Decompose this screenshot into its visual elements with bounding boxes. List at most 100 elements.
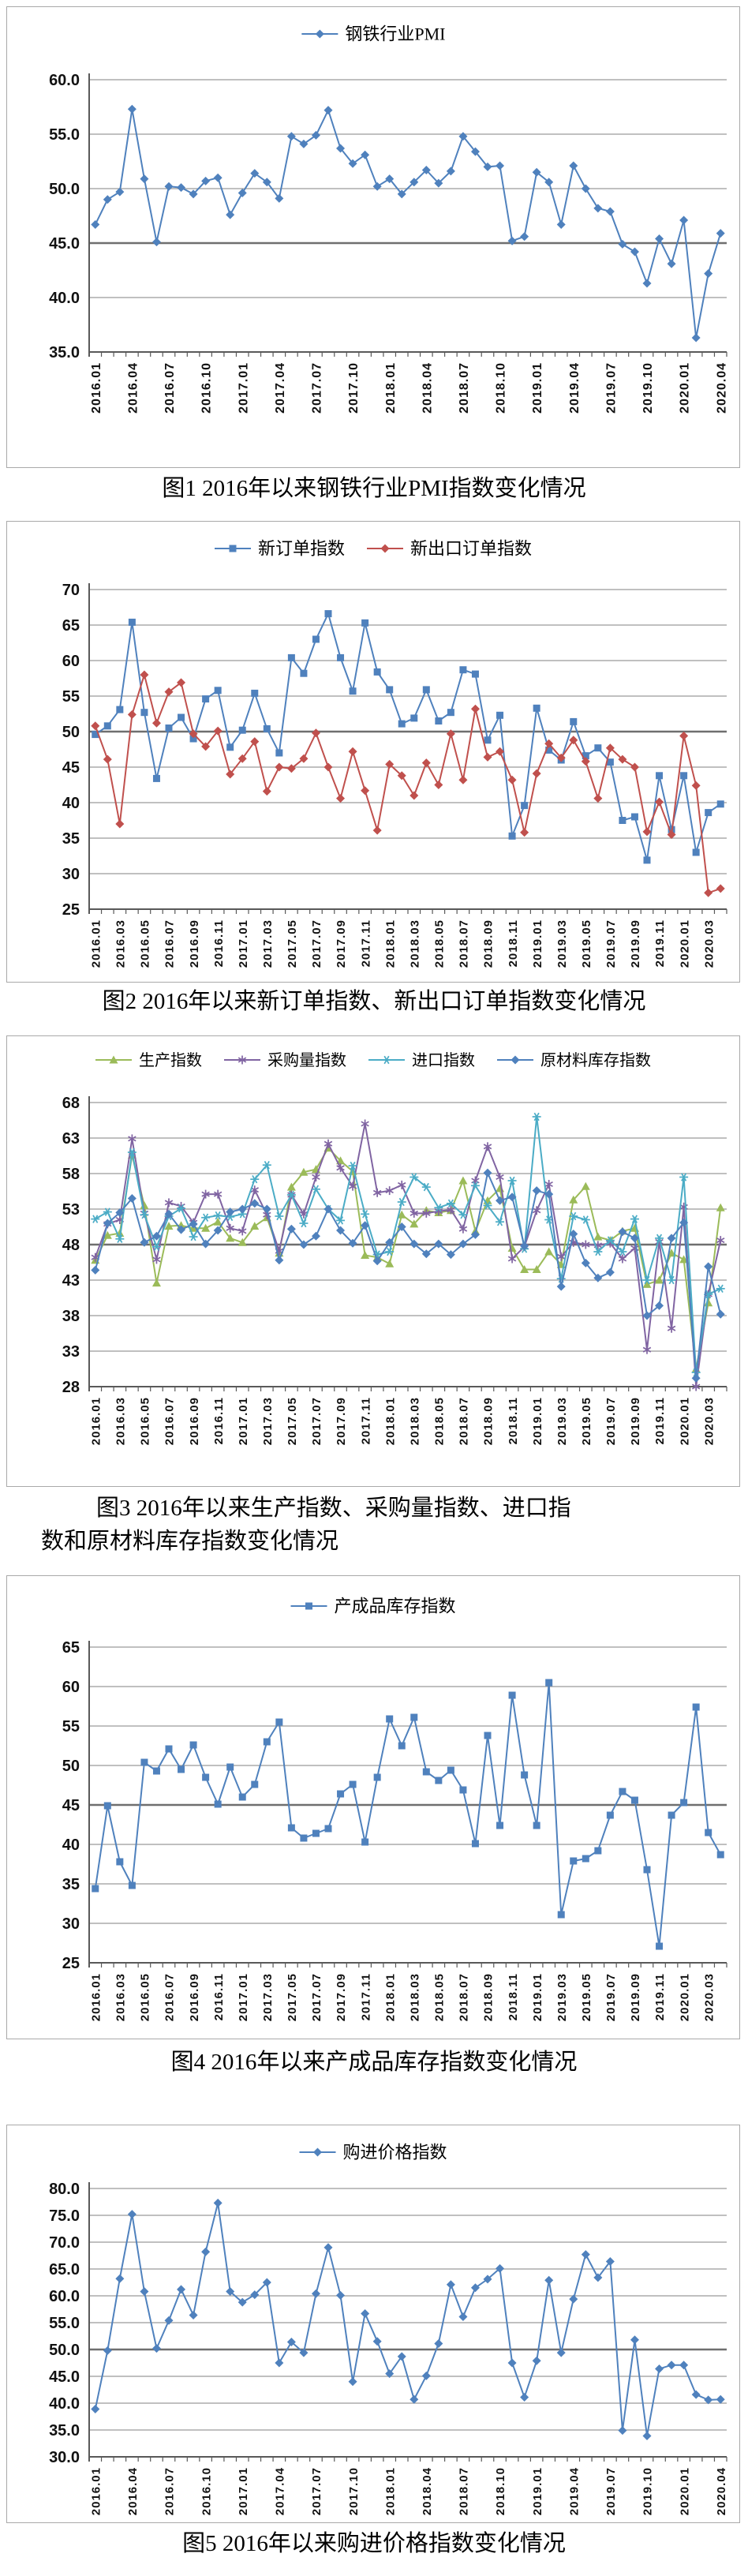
diamond-marker-icon	[544, 2275, 554, 2285]
square-marker-icon	[533, 1822, 540, 1829]
y-axis-tick-label: 30	[62, 1915, 80, 1933]
chart-5-price-box: 30.0 35.0 40.0 45.0 50.0 55.0 60.0 65.0 70.0 75.0…	[6, 2125, 740, 2523]
diamond-marker-icon	[189, 729, 198, 739]
diamond-marker-icon	[679, 215, 689, 225]
diamond-marker-icon	[385, 759, 395, 769]
snowflake-marker-icon	[213, 1211, 223, 1220]
diamond-marker-icon	[446, 167, 455, 176]
square-marker-icon	[275, 749, 283, 757]
triangle-marker-icon	[655, 1275, 664, 1284]
x-axis-tick-label: 2017.04	[274, 362, 287, 414]
x-axis-tick-label: 2016.01	[89, 1397, 103, 1445]
diamond-marker-icon	[716, 884, 725, 893]
legend-entry-原材料库存指数: 原材料库存指数	[497, 1051, 651, 1069]
x-axis-tick-label: 2018.10	[494, 2467, 507, 2515]
asterisk-marker-icon	[642, 1345, 652, 1354]
triangle-marker-icon	[299, 1167, 309, 1176]
square-marker-icon	[361, 619, 369, 627]
x-axis-tick-label: 2019.04	[568, 362, 582, 414]
diamond-marker-icon	[372, 2337, 382, 2346]
square-marker-icon	[178, 713, 185, 721]
diamond-marker-icon	[520, 1241, 529, 1251]
chart-3-caption-line-2: 数和原材料库存指数变化情况	[41, 1529, 339, 1554]
diamond-marker-icon	[226, 1208, 235, 1217]
x-axis-tick-label: 2017.10	[347, 362, 361, 414]
diamond-marker-icon	[667, 830, 676, 839]
square-marker-icon	[361, 1838, 369, 1846]
y-axis-labels: 25 30 35 40 45 50 55 60 65 70	[62, 582, 80, 919]
square-marker-icon	[165, 1745, 173, 1753]
diamond-marker-icon	[250, 2290, 260, 2300]
diamond-marker-icon	[385, 2369, 395, 2379]
y-axis-tick-label: 70	[62, 582, 80, 599]
diamond-marker-icon	[115, 2274, 125, 2283]
square-marker-icon	[680, 772, 688, 780]
legend: 产成品库存指数	[290, 1597, 456, 1616]
square-marker-icon	[214, 1800, 222, 1808]
y-axis-tick-label: 60.0	[49, 72, 80, 89]
x-axis-tick-label: 2016.09	[188, 1397, 201, 1445]
x-axis-tick-label: 2018.09	[482, 919, 496, 968]
y-axis-tick-label: 65.0	[49, 2261, 80, 2278]
x-axis-tick-label: 2017.01	[237, 1397, 250, 1445]
diamond-marker-icon	[667, 2361, 676, 2370]
x-axis-tick-label: 2019.09	[629, 919, 642, 968]
square-marker-icon	[386, 686, 394, 694]
triangle-marker-icon	[642, 1279, 652, 1288]
triangle-marker-icon	[286, 1182, 296, 1191]
diamond-marker-icon	[496, 1196, 505, 1205]
diamond-marker-icon	[655, 1301, 664, 1310]
diamond-marker-icon	[348, 159, 357, 168]
x-axis-tick-label: 2018.07	[458, 919, 471, 968]
x-axis-tick-label: 2016.03	[114, 919, 128, 968]
legend-label: 进口指数	[412, 1051, 475, 1069]
diamond-marker-icon	[237, 189, 247, 198]
x-axis-tick-label: 2017.04	[274, 2467, 287, 2515]
triangle-marker-icon	[109, 1055, 118, 1064]
diamond-marker-icon	[397, 1222, 406, 1231]
diamond-marker-icon	[458, 1239, 468, 1249]
diamond-marker-icon	[511, 1055, 520, 1065]
snowflake-marker-icon	[446, 1199, 455, 1208]
square-marker-icon	[251, 689, 259, 697]
diamond-marker-icon	[336, 794, 346, 803]
snowflake-marker-icon	[250, 1174, 260, 1184]
chart-1-steel-pmi-box: 35.0 40.0 45.0 50.0 55.0 60.0 2016.01 2016.04 20…	[6, 6, 740, 468]
legend-label: 钢铁行业PMI	[345, 24, 445, 44]
legend-entry-进口指数: 进口指数	[368, 1051, 475, 1069]
snowflake-marker-icon	[348, 1161, 357, 1170]
x-axis-tick-label: 2016.07	[163, 1973, 177, 2021]
snowflake-marker-icon	[177, 1204, 186, 1213]
x-axis-tick-label: 2020.01	[678, 1397, 691, 1445]
square-marker-icon	[630, 1796, 638, 1804]
x-axis-tick-label: 2017.05	[286, 919, 299, 968]
diamond-marker-icon	[569, 736, 578, 745]
x-axis-tick-label: 2017.11	[359, 1973, 372, 2020]
square-marker-icon	[189, 1741, 197, 1749]
diamond-marker-icon	[397, 771, 406, 781]
diamond-marker-icon	[532, 2356, 541, 2365]
square-marker-icon	[422, 1768, 430, 1776]
diamond-marker-icon	[520, 2393, 529, 2402]
snowflake-marker-icon	[286, 1190, 296, 1200]
diamond-marker-icon	[324, 2243, 333, 2252]
x-axis-tick-label: 2016.01	[89, 1973, 103, 2021]
asterisk-marker-icon	[213, 1189, 223, 1199]
diamond-marker-icon	[532, 1186, 541, 1196]
x-axis-tick-label: 2019.05	[580, 1973, 593, 2021]
chart-2-orders-box: 25 30 35 40 45 50 55 60 65 70 2016.01 2016.03 2016.0…	[6, 521, 740, 983]
legend-entry-钢铁行业PMI: 钢铁行业PMI	[301, 24, 445, 44]
diamond-marker-icon	[507, 236, 517, 245]
diamond-marker-icon	[127, 2210, 137, 2219]
chart-5-caption: 图5 2016年以来购进价格指数变化情况	[182, 2531, 566, 2556]
square-marker-icon	[570, 1857, 578, 1865]
x-axis-tick-label: 2017.03	[261, 1973, 275, 2021]
diamond-marker-icon	[421, 166, 431, 175]
y-axis-tick-label: 48	[62, 1237, 80, 1254]
diamond-marker-icon	[237, 1204, 247, 1214]
y-axis-labels: 30.0 35.0 40.0 45.0 50.0 55.0 60.0 65.0 70.0 75.0…	[49, 2181, 80, 2466]
y-axis-tick-label: 38	[62, 1308, 80, 1325]
diamond-marker-icon	[483, 752, 492, 762]
triangle-marker-icon	[361, 1251, 370, 1259]
square-marker-icon	[287, 653, 295, 661]
